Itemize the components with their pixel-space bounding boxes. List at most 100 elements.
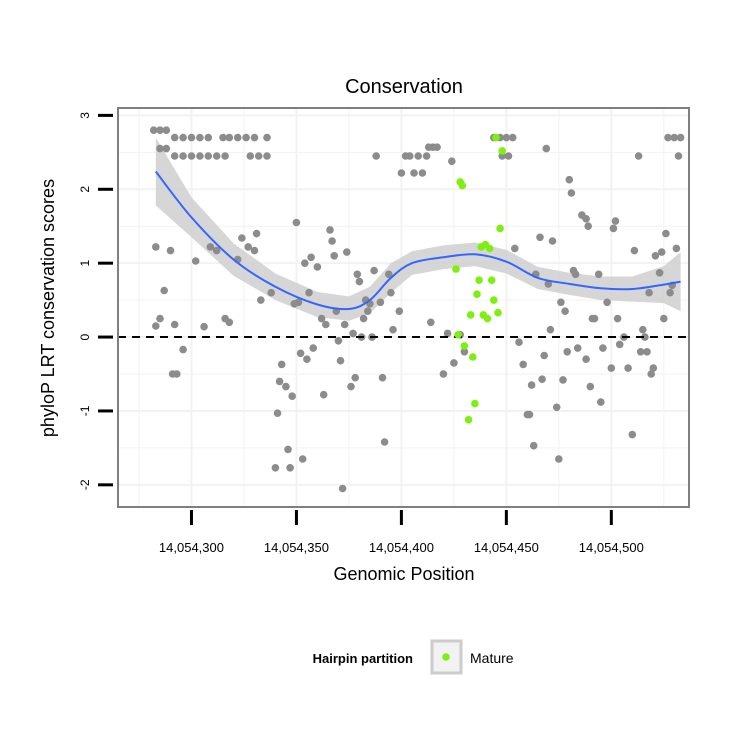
data-point [676,133,685,142]
data-point-mature [475,276,483,285]
data-point [196,133,204,142]
legend-key-marker [442,653,450,661]
data-point [347,382,355,391]
data-point [191,257,200,265]
data-point [670,133,679,142]
data-point [443,329,452,338]
data-point [355,277,364,286]
data-point [666,288,674,297]
data-point [250,246,259,255]
data-point [370,266,378,275]
data-point [328,237,336,245]
data-point [212,152,221,160]
data-point [225,318,234,327]
data-point [359,314,368,323]
data-point [336,356,345,365]
data-point [414,152,423,160]
data-point [250,133,259,142]
data-point-mature [460,342,469,350]
data-point [156,126,164,134]
data-point [330,252,339,260]
data-point [672,244,681,253]
data-point [288,392,297,401]
data-point [630,246,639,255]
data-point [273,409,282,418]
data-point [267,288,276,297]
data-point [376,298,385,307]
data-point [582,355,590,364]
data-point [655,269,664,277]
data-point [242,133,250,142]
data-point [156,314,164,323]
data-point [152,322,160,330]
y-axis-label: phyloP LRT conservation scores [38,179,58,437]
data-point [590,314,599,323]
data-point-mature [485,244,494,253]
x-tick-label: 14,054,300 [159,540,224,555]
data-point [353,270,362,279]
data-point [152,243,160,251]
data-point [573,344,582,352]
data-point [196,152,204,160]
data-point [662,229,670,238]
data-point [613,314,622,323]
data-point [603,298,611,307]
data-point [657,248,666,256]
data-point [586,382,595,391]
x-tick-label: 14,054,450 [474,540,539,555]
data-point [380,438,389,446]
legend-entry-mature: Mature [470,650,514,666]
x-tick-label: 14,054,350 [264,540,329,555]
data-point [433,143,441,151]
data-point [641,333,649,341]
y-axis: -2 -1 0 1 2 3 [78,112,113,490]
data-point [609,224,618,233]
data-point [651,252,660,260]
data-point-mature [454,331,462,339]
panel-border [117,107,690,508]
data-point [166,246,175,255]
data-point [294,298,303,307]
data-point [529,441,538,450]
data-point [563,348,571,356]
data-point [219,133,227,142]
panel-background [118,108,689,507]
y-tick-label: -1 [78,405,92,416]
data-point [615,340,624,349]
data-point [179,133,187,142]
data-point [378,373,387,382]
data-point [527,381,536,389]
point-series-other [149,126,685,493]
data-point [448,157,456,165]
data-point [238,234,246,242]
data-point [322,320,330,329]
data-point [502,133,511,142]
data-point [584,222,592,230]
data-point [307,253,315,262]
data-point [567,189,576,197]
data-point [351,373,360,382]
data-point [292,218,301,227]
data-point [326,226,334,234]
data-point [200,322,208,331]
data-point [406,152,414,160]
data-point [636,348,645,356]
data-point [542,144,551,153]
data-point [263,133,271,142]
data-point-mature [490,296,498,304]
x-tick-label: 14,054,400 [369,540,434,555]
data-point [257,296,265,304]
data-point-mature [494,308,502,317]
y-tick-label: -2 [78,479,92,490]
data-point [555,455,563,463]
data-point-mature [473,290,481,299]
data-point [204,152,213,160]
data-point-mature [466,311,475,319]
y-tick-label: 1 [78,260,92,267]
data-point-mature [469,353,477,361]
data-point [571,270,580,279]
data-point [206,243,215,251]
data-point [313,263,322,271]
data-point [179,152,187,160]
data-point [450,359,458,367]
